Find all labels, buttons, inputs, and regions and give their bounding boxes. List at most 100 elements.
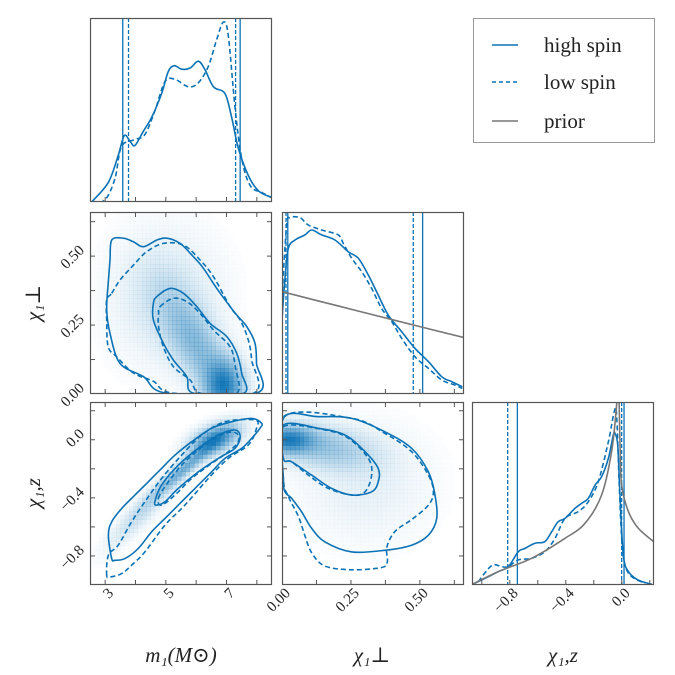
heatmap-cell [168, 268, 173, 273]
heatmap-cell [129, 359, 134, 364]
x-tick-label: −0.8 [491, 586, 522, 617]
heatmap-cell [120, 225, 125, 230]
heatmap-cell [181, 480, 186, 486]
y-axis-label-chi-z: χ₁,z [21, 478, 45, 510]
heatmap-cell [215, 458, 221, 464]
legend-label-high-spin: high spin [544, 33, 622, 57]
heatmap-cell [211, 449, 216, 455]
heatmap-cell [438, 441, 443, 446]
heatmap-cell [142, 298, 147, 304]
heatmap-cell [103, 260, 108, 265]
heatmap-cell [168, 476, 173, 481]
heatmap-cell [172, 329, 177, 334]
heatmap-cell [316, 463, 322, 468]
heatmap-cell [146, 216, 151, 221]
heatmap-cell [412, 467, 417, 473]
heatmap-cell [399, 449, 404, 455]
heatmap-cell [207, 277, 212, 282]
heatmap-cell [237, 277, 242, 282]
heatmap-cell [159, 225, 164, 230]
heatmap-cell [250, 423, 255, 429]
heatmap-cell [181, 346, 186, 351]
heatmap-cell [99, 559, 104, 564]
heatmap-cell [407, 471, 413, 477]
heatmap-cell [220, 419, 225, 425]
heatmap-cell [142, 311, 147, 317]
heatmap-cell [125, 225, 130, 230]
heatmap-cell [129, 342, 134, 347]
heatmap-cell [233, 381, 238, 386]
heatmap-cell [129, 510, 134, 516]
heatmap-cell [185, 463, 190, 468]
heatmap-cell [373, 449, 378, 455]
heatmap-cell [394, 476, 400, 481]
heatmap-cell [351, 510, 356, 516]
heatmap-cell [124, 298, 130, 304]
heatmap-cell [343, 537, 348, 542]
heatmap-cell [129, 251, 134, 256]
heatmap-cell [286, 480, 291, 485]
heatmap-cell [137, 233, 143, 239]
heatmap-cell [107, 298, 112, 304]
heatmap-cell [390, 506, 395, 512]
heatmap-cell [416, 449, 421, 455]
heatmap-cell [185, 428, 190, 433]
heatmap-cell [224, 346, 229, 351]
heatmap-cell [355, 519, 361, 525]
heatmap-cell [224, 229, 229, 234]
heatmap-cell [308, 449, 313, 455]
heatmap-cell [220, 441, 225, 446]
heatmap-cell [172, 229, 177, 234]
heatmap-cell [103, 550, 108, 555]
heatmap-cell [194, 324, 199, 330]
heatmap-cell [316, 441, 322, 446]
heatmap-cell [159, 342, 164, 347]
heatmap-cell [194, 316, 199, 321]
heatmap-cell [198, 221, 203, 226]
heatmap-cell [176, 277, 182, 282]
heatmap-cell [172, 458, 177, 464]
heatmap-cell [103, 364, 108, 369]
heatmap-cell [207, 454, 212, 459]
heatmap-cell [373, 467, 378, 473]
heatmap-cell [295, 528, 300, 533]
heatmap-cell [351, 484, 356, 490]
heatmap-cell [111, 541, 117, 547]
y-tick-label: 0.25 [58, 312, 88, 342]
heatmap-cell [129, 346, 134, 351]
heatmap-cell [94, 277, 99, 282]
heatmap-cell [198, 320, 203, 325]
heatmap-cell [237, 350, 242, 356]
heatmap-cell [176, 476, 182, 481]
heatmap-cell [299, 498, 304, 503]
heatmap-cell [442, 446, 447, 451]
heatmap-cell [185, 281, 190, 286]
heatmap-cell [364, 506, 369, 512]
heatmap-cell [133, 346, 138, 351]
contour-inner-high-spin [282, 422, 381, 497]
heatmap-cell [347, 454, 352, 459]
heatmap-cell [360, 493, 365, 499]
heatmap-cell [308, 441, 313, 446]
heatmap-cell [150, 225, 156, 230]
heatmap-cell [237, 325, 242, 330]
heatmap-cell [129, 381, 134, 386]
heatmap-cell [290, 436, 296, 442]
heatmap-cell [146, 233, 151, 239]
heatmap-cell [403, 449, 408, 455]
heatmap-cell [189, 445, 195, 451]
heatmap-cell [177, 221, 182, 226]
heatmap-cell [342, 467, 348, 473]
heatmap-cell [295, 480, 300, 485]
heatmap-cell [360, 480, 365, 486]
heatmap-cell [94, 346, 99, 351]
heatmap-cell [211, 298, 216, 304]
heatmap-cell [407, 489, 413, 494]
heatmap-cell [338, 471, 343, 477]
heatmap-cell [211, 255, 216, 260]
heatmap-cell [291, 489, 296, 494]
heatmap-cell [198, 385, 203, 390]
heatmap-cell [99, 234, 104, 239]
heatmap-cell [425, 450, 430, 455]
heatmap-cell [189, 329, 195, 334]
